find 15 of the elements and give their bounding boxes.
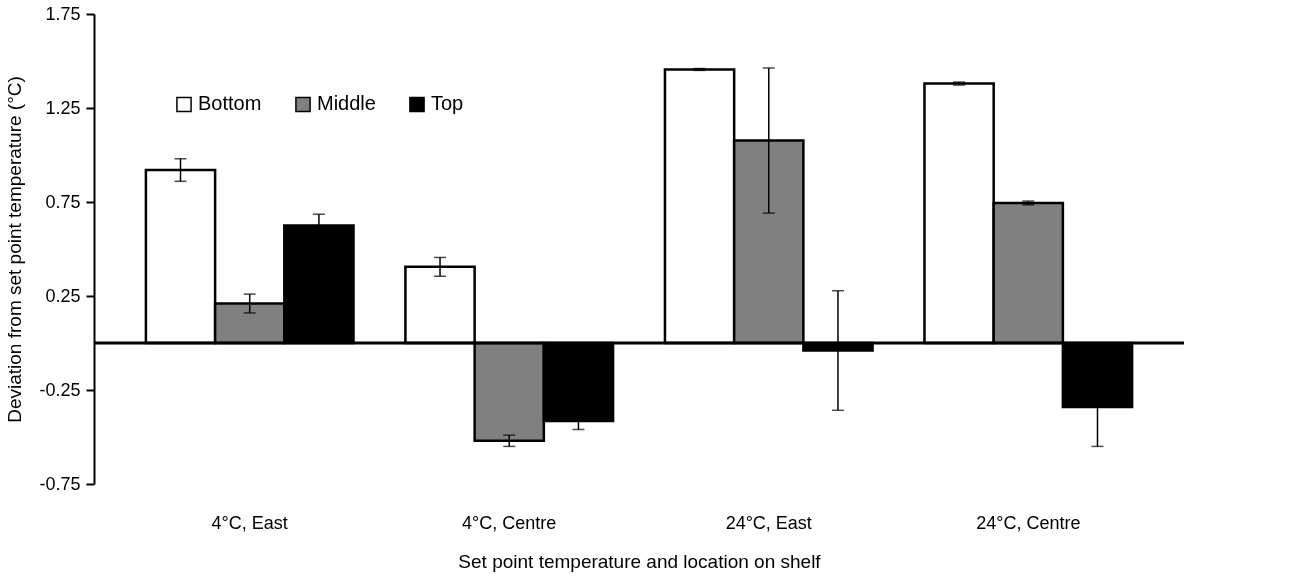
x-tick-label: 4°C, Centre [462,512,557,533]
x-axis-title: Set point temperature and location on shelf [458,550,822,572]
x-tick-label: 24°C, East [725,512,812,533]
y-tick-label: 1.75 [45,3,81,24]
y-tick-label: 0.75 [45,191,81,212]
y-tick-label: 1.25 [45,97,81,118]
legend-label: Middle [317,92,376,115]
legend-label: Bottom [198,92,262,115]
x-tick-label: 4°C, East [211,512,288,533]
y-tick-label: -0.25 [39,379,81,400]
y-tick-label: -0.75 [39,473,81,494]
legend-label: Top [431,92,464,115]
x-tick-label: 24°C, Centre [976,512,1081,533]
y-tick-label: 0.25 [45,285,81,306]
y-axis-title: Deviation from set point temperature (°C) [4,76,26,423]
